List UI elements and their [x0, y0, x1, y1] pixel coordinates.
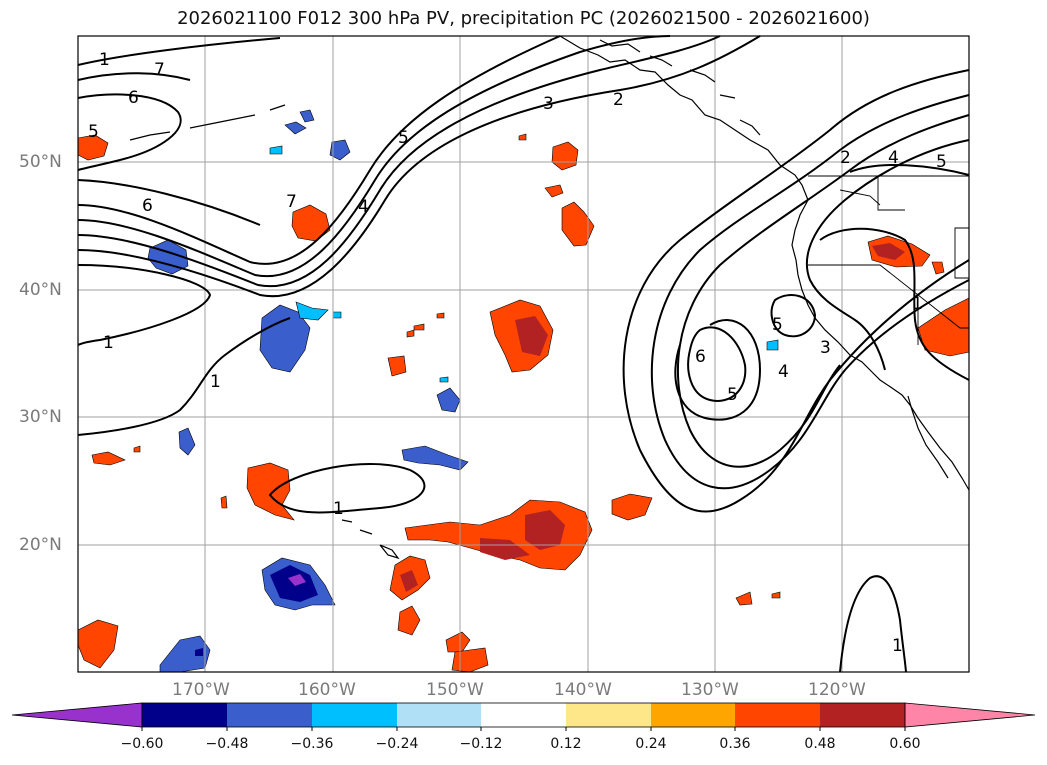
precip-blob [397, 605, 421, 636]
contour-label: 5 [398, 128, 409, 148]
colorbar-segment [312, 703, 397, 727]
map-title: 2026021100 F012 300 hPa PV, precipitatio… [177, 8, 870, 29]
precip-blob [766, 339, 779, 351]
colorbar-segment [735, 703, 820, 727]
precip-blob [611, 493, 653, 521]
colorbar-tick-label: 0.12 [550, 736, 582, 752]
precip-blob [872, 243, 905, 260]
precip-blob [332, 311, 342, 319]
contour-label: 2 [840, 148, 851, 168]
precip-blob [931, 261, 945, 275]
contour-label: 1 [912, 294, 923, 314]
contour-label: 4 [888, 148, 899, 168]
lon-label-140w: 140°W [554, 680, 612, 700]
contour-label: 1 [99, 50, 110, 70]
precip-blob [259, 304, 311, 373]
precip-blob [387, 355, 407, 377]
lon-label-170w: 170°W [172, 680, 230, 700]
precip-shading [77, 109, 970, 673]
contour-label: 6 [695, 347, 706, 367]
precip-blob [515, 316, 548, 356]
precip-blob [329, 139, 351, 161]
contour-label: 1 [333, 499, 344, 519]
colorbar-segment [142, 703, 227, 727]
precip-blob [77, 619, 119, 669]
precip-blob [735, 591, 753, 606]
colorbar-tick-label: −0.24 [375, 736, 419, 752]
precip-blob [288, 574, 306, 586]
contour-label: 6 [142, 196, 153, 216]
contour-label: 5 [88, 122, 99, 142]
contour-label: 1 [103, 333, 114, 353]
contour-label: 1 [892, 636, 903, 656]
contour-label: 6 [128, 88, 139, 108]
precip-blob [133, 445, 141, 453]
precip-blob [525, 510, 565, 550]
colorbar-tick-label: 0.60 [889, 736, 921, 752]
state-borders [808, 175, 970, 345]
lon-label-130w: 130°W [681, 680, 739, 700]
colorbar-tick-label: 0.24 [635, 736, 667, 752]
contour-label: 5 [727, 385, 738, 405]
colorbar-segment [481, 703, 566, 727]
precip-blob [771, 591, 781, 599]
precip-blob [299, 109, 315, 123]
precip-blob [295, 301, 329, 321]
precip-blob [518, 133, 527, 141]
colorbar-tick-label: −0.60 [120, 736, 164, 752]
colorbar-tick-label: 0.36 [719, 736, 751, 752]
coastlines [129, 35, 970, 560]
colorbar-segment [820, 703, 905, 727]
precip-blob [413, 323, 425, 331]
colorbar-segment [651, 703, 735, 727]
precip-blob [436, 312, 445, 319]
colorbar [11, 702, 1036, 731]
precip-blob [269, 145, 283, 155]
contour-label: 1 [210, 372, 221, 392]
colorbar-segment [11, 702, 143, 728]
precip-blob [91, 451, 126, 466]
lat-label-30n: 30°N [19, 407, 62, 427]
contour-label: 7 [154, 60, 165, 80]
precip-blob [445, 631, 471, 653]
colorbar-segment [227, 703, 312, 727]
lat-label-20n: 20°N [19, 535, 62, 555]
colorbar-tick-label: −0.36 [290, 736, 334, 752]
contour-label: 3 [543, 94, 554, 114]
precip-blob [451, 647, 489, 673]
colorbar-segment [566, 703, 651, 727]
lat-label-40n: 40°N [19, 280, 62, 300]
colorbar-tick-label: −0.12 [459, 736, 503, 752]
precip-blob [178, 427, 196, 456]
contour-label: 4 [778, 362, 789, 382]
colorbar-segment [904, 702, 1036, 728]
precip-blob [439, 376, 449, 383]
lat-label-50n: 50°N [19, 152, 62, 172]
precip-blob [284, 121, 307, 135]
plot-frame [77, 35, 970, 673]
colorbar-segment [397, 703, 481, 727]
contour-label: 4 [358, 197, 369, 217]
contour-label: 7 [286, 192, 297, 212]
precip-blob [561, 201, 595, 247]
precip-blob [220, 495, 228, 509]
colorbar-tick-label: −0.48 [205, 736, 249, 752]
pv-contours [77, 35, 970, 673]
contour-label: 3 [820, 338, 831, 358]
precip-blob [544, 184, 564, 198]
contour-label: 2 [613, 90, 624, 110]
graticule [78, 36, 969, 672]
precip-blob [195, 648, 203, 656]
contour-label: 5 [772, 315, 783, 335]
lon-label-150w: 150°W [426, 680, 484, 700]
precip-blob [436, 387, 461, 413]
colorbar-tick-label: 0.48 [804, 736, 836, 752]
contour-label: 5 [936, 152, 947, 172]
precip-blob [480, 538, 530, 560]
precip-blob [400, 570, 418, 592]
lon-label-160w: 160°W [298, 680, 356, 700]
precip-blob [406, 329, 415, 338]
lon-label-120w: 120°W [808, 680, 866, 700]
